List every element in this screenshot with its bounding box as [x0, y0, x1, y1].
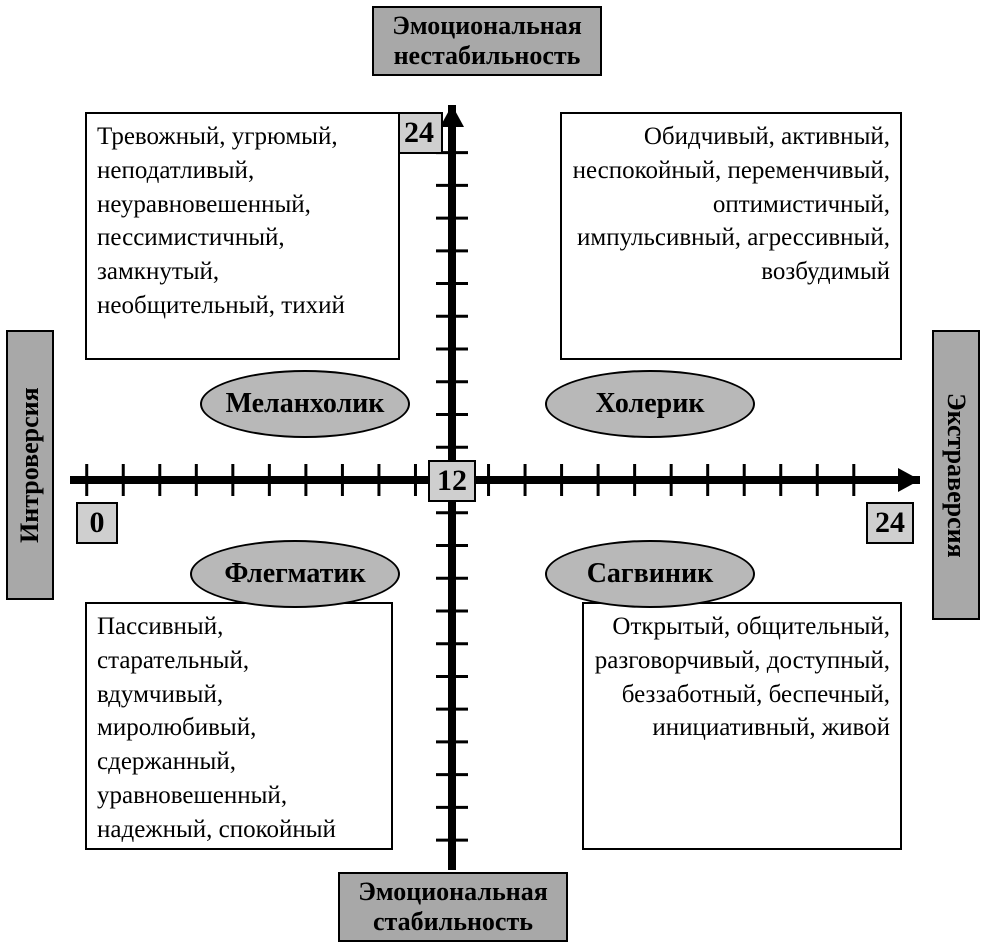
num-left: 0 — [76, 502, 118, 544]
axis-label-left: Интроверсия — [6, 330, 54, 600]
axis-label-right: Экстраверсия — [932, 330, 980, 620]
quadrant-tr-traits: Обидчивый, активный, неспокойный, переме… — [560, 112, 902, 360]
quadrant-br-traits: Открытый, общительный, разговорчивый, до… — [582, 602, 902, 850]
num-top: 24 — [395, 112, 443, 154]
temperament-diagram: Эмоциональная нестабильность Эмоциональн… — [0, 0, 988, 946]
quadrant-br-title: Сагвиник — [545, 540, 755, 608]
quadrant-tr-title: Холерик — [545, 370, 755, 438]
axis-label-top: Эмоциональная нестабильность — [372, 6, 602, 76]
num-right: 24 — [866, 502, 914, 544]
num-center: 12 — [428, 460, 476, 502]
quadrant-tl-title: Меланхолик — [200, 370, 410, 438]
quadrant-bl-traits: Пассивный, старательный, вдумчивый, миро… — [85, 602, 393, 850]
axis-label-bottom: Эмоциональная стабильность — [338, 872, 568, 942]
quadrant-bl-title: Флегматик — [190, 540, 400, 608]
quadrant-tl-traits: Тревожный, угрюмый, неподатливый, неурав… — [85, 112, 400, 360]
